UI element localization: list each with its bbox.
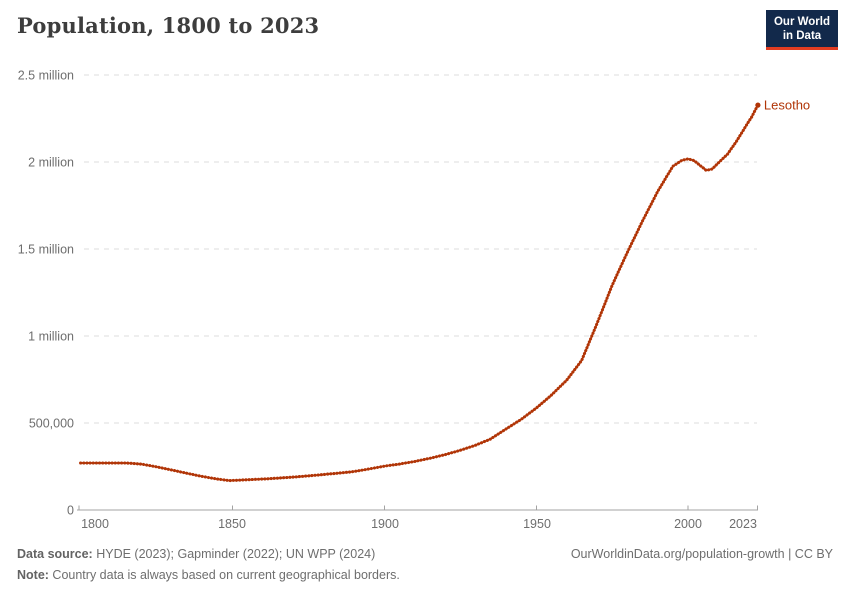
data-point-end-dot[interactable]: [755, 102, 761, 108]
logo-line1: Our World: [773, 16, 830, 28]
logo-line2: in Data: [782, 30, 822, 42]
data-source-line: Data source: HYDE (2023); Gapminder (202…: [17, 544, 833, 565]
population-line-chart: 2.5 million 2 million 1.5 million 1 mill…: [18, 69, 810, 532]
x-axis-label: 1900: [371, 517, 399, 531]
data-source-label: Data source:: [17, 547, 93, 561]
x-axis-label: 2000: [674, 517, 702, 531]
note-label: Note:: [17, 568, 49, 582]
gridlines: [84, 74, 757, 424]
y-axis-label: 2.5 million: [18, 69, 74, 83]
x-axis-label: 2023: [729, 517, 757, 531]
note-line: Note: Country data is always based on cu…: [17, 565, 833, 586]
y-axis-label: 1 million: [28, 330, 74, 344]
entity-label[interactable]: Lesotho: [764, 98, 810, 113]
footer: Data source: HYDE (2023); Gapminder (202…: [17, 544, 833, 586]
owid-logo[interactable]: Our World in Data: [766, 10, 838, 50]
x-axis-ticks: [78, 505, 758, 510]
x-axis-label: 1950: [523, 517, 551, 531]
y-axis-label: 1.5 million: [18, 243, 74, 257]
y-axis-label: 0: [67, 504, 74, 518]
citation-link[interactable]: OurWorldinData.org/population-growth | C…: [570, 547, 833, 561]
y-axis-label: 500,000: [29, 417, 74, 431]
data-line-points[interactable]: [79, 103, 760, 483]
note-text: Country data is always based on current …: [48, 568, 400, 582]
data-source-text: HYDE (2023); Gapminder (2022); UN WPP (2…: [92, 547, 376, 561]
y-axis-labels: 2.5 million 2 million 1.5 million 1 mill…: [18, 69, 74, 518]
data-line[interactable]: [80, 104, 759, 482]
x-axis-label: 1850: [218, 517, 246, 531]
y-axis-label: 2 million: [28, 156, 74, 170]
page-title: Population, 1800 to 2023: [17, 13, 320, 38]
x-axis-labels: 1800 1850 1900 1950 2000 2023: [81, 517, 757, 531]
x-axis-label: 1800: [81, 517, 109, 531]
